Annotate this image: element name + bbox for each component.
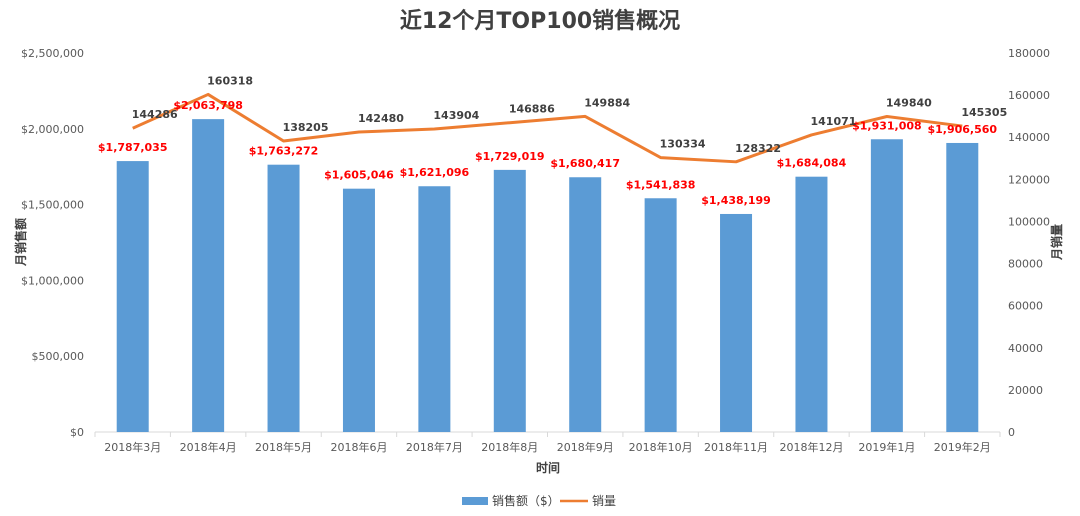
bar xyxy=(946,142,979,432)
bar-data-label: $1,729,019 xyxy=(475,150,545,163)
y-right-tick-label: 0 xyxy=(1008,426,1015,439)
y-right-tick-label: 140000 xyxy=(1008,131,1050,144)
bar-data-label: $1,621,096 xyxy=(400,166,470,179)
x-tick-label: 2018年7月 xyxy=(406,440,463,454)
line-data-label: 128322 xyxy=(735,142,781,155)
line-data-label: 160318 xyxy=(207,74,253,87)
line-data-label: 143904 xyxy=(433,109,479,122)
x-tick-label: 2018年11月 xyxy=(704,440,768,454)
y-left-tick-label: $1,500,000 xyxy=(21,199,84,212)
y-left-tick-label: $2,500,000 xyxy=(21,47,84,60)
line-data-label: 141071 xyxy=(810,115,856,128)
x-tick-label: 2018年4月 xyxy=(180,440,237,454)
x-tick-label: 2018年3月 xyxy=(104,440,161,454)
bar xyxy=(493,169,526,432)
bar-data-label: $2,063,798 xyxy=(173,99,243,112)
x-tick-label: 2019年2月 xyxy=(934,440,991,454)
line-data-label: 149840 xyxy=(886,97,932,110)
line-data-label: 142480 xyxy=(358,112,404,125)
y-left-tick-label: $1,000,000 xyxy=(21,274,84,287)
y-axis-left-title: 月销售额 xyxy=(13,218,28,267)
bar xyxy=(870,139,903,432)
x-tick-label: 2018年8月 xyxy=(481,440,538,454)
bar-data-label: $1,541,838 xyxy=(626,178,696,191)
y-right-tick-label: 60000 xyxy=(1008,300,1043,313)
bar-data-label: $1,684,084 xyxy=(777,157,847,170)
y-right-tick-label: 160000 xyxy=(1008,89,1050,102)
line-data-label: 149884 xyxy=(584,96,630,109)
legend-swatch-bar xyxy=(462,497,488,505)
bar-data-label: $1,763,272 xyxy=(249,145,319,158)
y-left-tick-label: $0 xyxy=(70,426,84,439)
x-tick-label: 2018年6月 xyxy=(330,440,387,454)
line-data-label: 130334 xyxy=(660,138,706,151)
y-left-tick-label: $2,000,000 xyxy=(21,123,84,136)
bar xyxy=(267,164,300,432)
line-data-label: 144286 xyxy=(132,108,178,121)
legend: 销售额（$） 销量 xyxy=(462,493,616,508)
x-tick-label: 2019年1月 xyxy=(858,440,915,454)
legend-label-line: 销量 xyxy=(592,494,616,508)
y-right-tick-label: 20000 xyxy=(1008,384,1043,397)
x-tick-label: 2018年5月 xyxy=(255,440,312,454)
bar xyxy=(644,198,677,432)
y-right-tick-label: 100000 xyxy=(1008,215,1050,228)
y-right-tick-label: 40000 xyxy=(1008,342,1043,355)
chart-title: 近12个月TOP100销售概况 xyxy=(400,8,680,34)
series-line xyxy=(132,92,963,164)
bar xyxy=(192,119,225,432)
y-right-tick-label: 80000 xyxy=(1008,258,1043,271)
line-data-label: 146886 xyxy=(509,103,555,116)
y-left-tick-label: $500,000 xyxy=(32,350,85,363)
y-right-tick-label: 180000 xyxy=(1008,47,1050,60)
bar-data-label: $1,787,035 xyxy=(98,141,168,154)
bar xyxy=(342,188,375,432)
x-tick-label: 2018年12月 xyxy=(779,440,843,454)
bar-data-label: $1,931,008 xyxy=(852,119,922,132)
x-axis-title: 时间 xyxy=(536,460,560,475)
bar-data-label: $1,906,560 xyxy=(927,123,997,136)
bar xyxy=(116,161,149,432)
x-tick-label: 2018年10月 xyxy=(629,440,693,454)
bar xyxy=(795,176,828,432)
bar-data-label: $1,605,046 xyxy=(324,169,394,182)
bar xyxy=(418,186,451,432)
y-axis-right-title: 月销量 xyxy=(1049,224,1064,261)
y-right-tick-label: 120000 xyxy=(1008,173,1050,186)
x-tick-label: 2018年9月 xyxy=(557,440,614,454)
bar xyxy=(720,213,753,432)
legend-label-bar: 销售额（$） xyxy=(492,493,560,508)
bar-data-label: $1,680,417 xyxy=(550,157,620,170)
bar-data-label: $1,438,199 xyxy=(701,194,771,207)
line-data-label: 145305 xyxy=(961,106,1007,119)
line-data-label: 138205 xyxy=(283,121,329,134)
bar xyxy=(569,177,602,432)
